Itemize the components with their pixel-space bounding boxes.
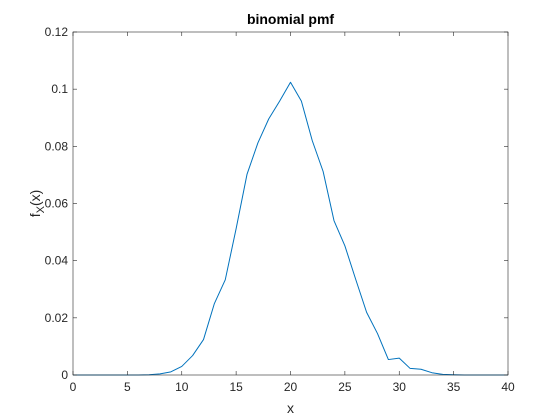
y-tick-label: 0.12 (45, 25, 69, 39)
x-tick-label: 40 (501, 380, 515, 394)
x-tick-label: 5 (124, 380, 131, 394)
x-tick-label: 30 (393, 380, 407, 394)
y-axis-label-subscript: X (35, 205, 47, 213)
chart-title: binomial pmf (247, 11, 334, 27)
x-tick-label: 0 (70, 380, 77, 394)
y-axis-label-main: f (27, 213, 43, 217)
y-axis-label: fX(x) (27, 190, 47, 218)
x-tick-label: 15 (229, 380, 243, 394)
y-axis-label-suffix: (x) (27, 190, 43, 206)
y-tick-label: 0.1 (51, 82, 68, 96)
y-axis-ticks: 0 0.02 0.04 0.06 0.08 0.1 0.12 (45, 25, 508, 382)
y-tick-label: 0 (61, 368, 68, 382)
y-tick-label: 0.04 (45, 254, 69, 268)
y-tick-label: 0.02 (45, 311, 69, 325)
x-tick-label: 10 (175, 380, 189, 394)
y-tick-label: 0.08 (45, 139, 69, 153)
y-tick-label: 0.06 (45, 197, 69, 211)
x-tick-label: 25 (338, 380, 352, 394)
x-axis-ticks: 0 5 10 15 20 25 30 35 40 (70, 32, 515, 394)
x-tick-label: 35 (447, 380, 461, 394)
plot-area (73, 32, 508, 375)
x-tick-label: 20 (284, 380, 298, 394)
x-axis-label: x (287, 400, 294, 416)
